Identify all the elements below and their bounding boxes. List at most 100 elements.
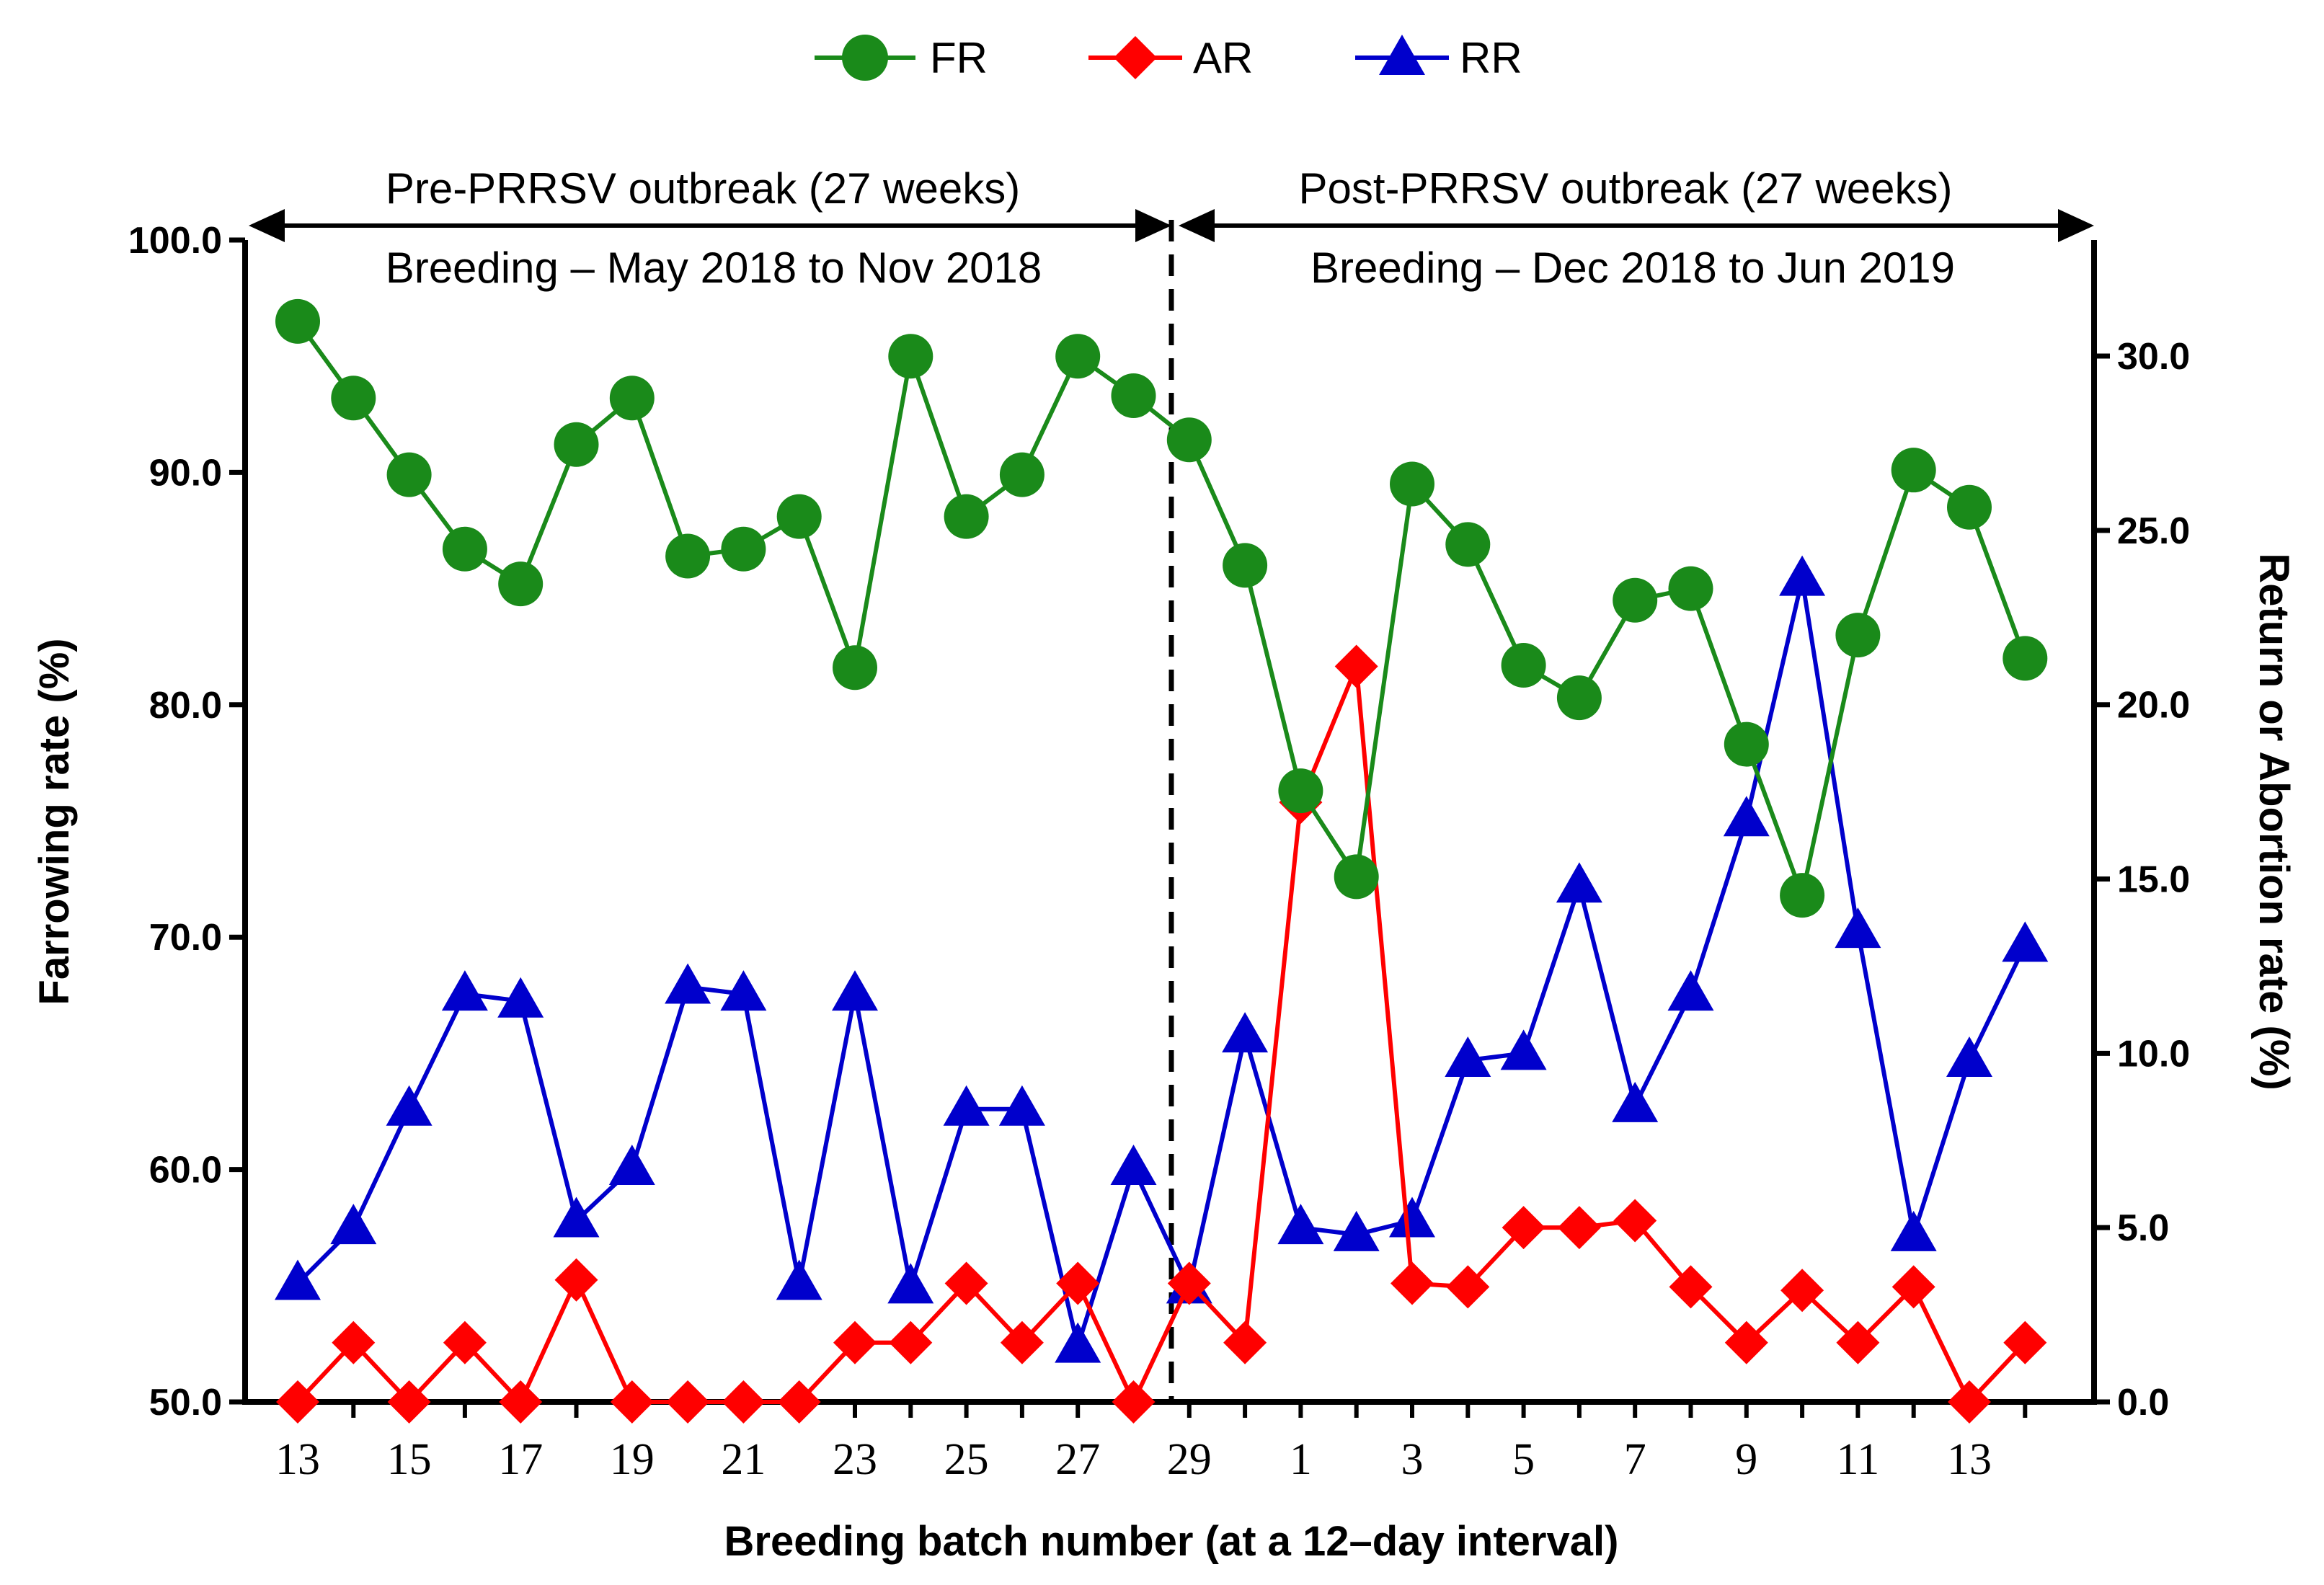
data-point-fr[interactable]	[1501, 642, 1546, 688]
data-point-rr[interactable]	[720, 970, 767, 1011]
data-point-rr[interactable]	[1946, 1036, 1992, 1078]
legend-item-ar[interactable]: AR	[1088, 34, 1253, 82]
data-point-rr[interactable]	[1500, 1029, 1547, 1070]
data-point-fr[interactable]	[1334, 854, 1379, 900]
data-point-rr[interactable]	[887, 1263, 934, 1304]
data-point-fr[interactable]	[2003, 636, 2048, 681]
data-point-fr[interactable]	[1278, 768, 1323, 814]
data-point-rr[interactable]	[1612, 1081, 1659, 1122]
data-point-fr[interactable]	[1891, 448, 1936, 493]
data-point-fr[interactable]	[275, 298, 320, 344]
data-point-ar[interactable]	[332, 1320, 376, 1364]
right-tick-label: 15.0	[2117, 859, 2190, 901]
data-point-rr[interactable]	[1277, 1204, 1324, 1245]
data-point-ar[interactable]	[554, 1258, 598, 1302]
data-point-fr[interactable]	[498, 561, 544, 607]
data-point-rr[interactable]	[1835, 907, 1881, 949]
data-point-rr[interactable]	[330, 1204, 377, 1245]
data-point-rr[interactable]	[1556, 862, 1602, 903]
data-point-ar[interactable]	[1223, 1320, 1267, 1364]
data-point-fr[interactable]	[999, 452, 1045, 497]
data-point-rr[interactable]	[497, 977, 544, 1018]
data-point-ar[interactable]	[1167, 1261, 1211, 1305]
data-point-fr[interactable]	[1668, 566, 1713, 611]
data-point-rr[interactable]	[1723, 796, 1770, 837]
data-point-rr[interactable]	[1445, 1036, 1491, 1078]
data-point-ar[interactable]	[1000, 1320, 1044, 1364]
series-rr	[275, 555, 2049, 1363]
data-point-ar[interactable]	[1334, 644, 1378, 688]
data-point-rr[interactable]	[386, 1085, 433, 1126]
data-point-rr[interactable]	[1055, 1322, 1101, 1363]
data-point-ar[interactable]	[1502, 1206, 1545, 1250]
data-point-ar[interactable]	[443, 1320, 487, 1364]
data-point-ar[interactable]	[944, 1261, 988, 1305]
data-point-rr[interactable]	[275, 1259, 321, 1300]
data-point-ar[interactable]	[1056, 1261, 1100, 1305]
data-point-fr[interactable]	[1055, 334, 1101, 379]
data-point-ar[interactable]	[1891, 1265, 1935, 1309]
data-point-rr[interactable]	[832, 970, 878, 1011]
data-point-ar[interactable]	[499, 1380, 543, 1424]
data-point-fr[interactable]	[331, 376, 376, 421]
data-point-rr[interactable]	[1110, 1144, 1157, 1185]
data-point-fr[interactable]	[386, 452, 432, 497]
data-point-fr[interactable]	[1947, 484, 1992, 530]
data-point-fr[interactable]	[609, 376, 655, 421]
data-point-rr[interactable]	[1389, 1196, 1435, 1238]
data-point-rr[interactable]	[1779, 555, 1826, 596]
data-point-fr[interactable]	[1780, 873, 1825, 918]
data-point-fr[interactable]	[1111, 373, 1156, 419]
data-point-ar[interactable]	[1780, 1269, 1824, 1313]
data-point-ar[interactable]	[1669, 1265, 1713, 1309]
data-point-ar[interactable]	[722, 1380, 766, 1424]
data-point-fr[interactable]	[1556, 675, 1602, 721]
data-point-ar[interactable]	[833, 1320, 877, 1364]
data-point-fr[interactable]	[554, 422, 599, 467]
data-point-ar[interactable]	[387, 1380, 431, 1424]
data-point-rr[interactable]	[608, 1144, 655, 1185]
data-point-rr[interactable]	[1667, 970, 1714, 1011]
data-point-ar[interactable]	[1391, 1261, 1434, 1305]
data-point-fr[interactable]	[721, 526, 766, 572]
data-point-ar[interactable]	[1948, 1380, 1991, 1424]
data-point-rr[interactable]	[1333, 1210, 1380, 1251]
data-point-ar[interactable]	[777, 1380, 821, 1424]
x-tick-label: 29	[1167, 1435, 1212, 1484]
data-point-fr[interactable]	[1223, 543, 1268, 588]
data-point-fr[interactable]	[776, 494, 822, 539]
data-point-ar[interactable]	[276, 1380, 319, 1424]
data-point-fr[interactable]	[888, 334, 933, 379]
data-point-rr[interactable]	[1890, 1210, 1937, 1251]
data-point-fr[interactable]	[1390, 461, 1434, 507]
data-point-fr[interactable]	[1724, 722, 1769, 767]
data-point-rr[interactable]	[553, 1196, 600, 1238]
data-point-fr[interactable]	[1445, 522, 1491, 567]
data-point-rr[interactable]	[1222, 1012, 1269, 1053]
legend-item-rr[interactable]: RR	[1355, 34, 1522, 82]
data-point-rr[interactable]	[776, 1259, 822, 1300]
data-point-rr[interactable]	[2002, 921, 2049, 962]
data-point-ar[interactable]	[1836, 1320, 1880, 1364]
data-point-rr[interactable]	[665, 963, 711, 1004]
data-point-ar[interactable]	[889, 1320, 933, 1364]
data-point-ar[interactable]	[1557, 1206, 1601, 1250]
data-point-fr[interactable]	[665, 533, 711, 579]
data-point-ar[interactable]	[1613, 1199, 1657, 1243]
data-point-fr[interactable]	[1613, 577, 1658, 623]
data-point-fr[interactable]	[1166, 417, 1212, 463]
data-point-rr[interactable]	[998, 1085, 1045, 1126]
data-point-ar[interactable]	[1112, 1380, 1156, 1424]
data-point-fr[interactable]	[442, 526, 487, 572]
data-point-fr[interactable]	[1835, 613, 1881, 658]
data-point-ar[interactable]	[2003, 1320, 2047, 1364]
data-point-rr[interactable]	[943, 1085, 990, 1126]
data-point-fr[interactable]	[833, 645, 877, 691]
data-point-ar[interactable]	[610, 1380, 654, 1424]
legend-item-fr[interactable]: FR	[815, 34, 988, 82]
data-point-ar[interactable]	[1724, 1320, 1768, 1364]
data-point-fr[interactable]	[944, 494, 989, 539]
data-point-ar[interactable]	[666, 1380, 710, 1424]
data-point-rr[interactable]	[441, 970, 488, 1011]
data-point-ar[interactable]	[1446, 1265, 1490, 1309]
